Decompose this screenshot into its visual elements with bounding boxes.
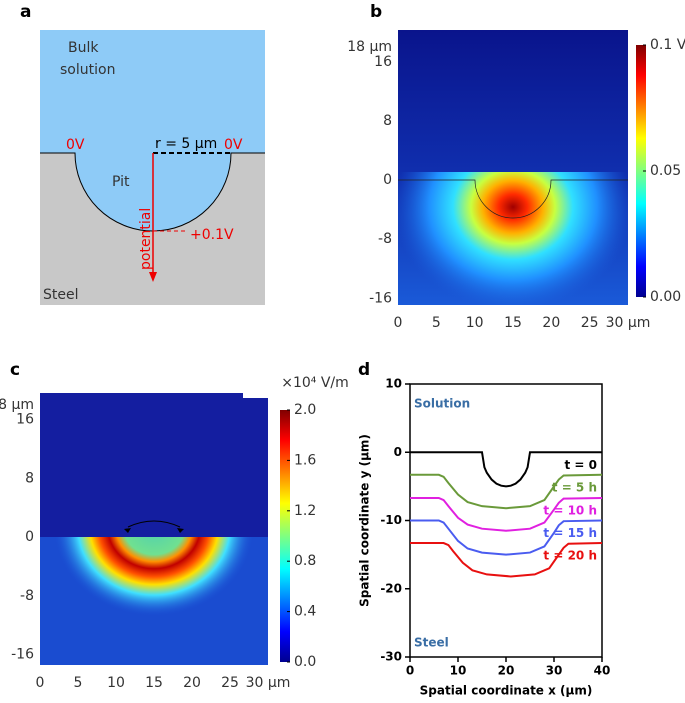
series-line — [410, 451, 602, 488]
field-c — [40, 393, 290, 665]
y-tick-label: 0 — [394, 445, 402, 459]
field-glow — [54, 537, 254, 625]
label: +0.1V — [190, 227, 234, 243]
colorbar-label: 1.6 — [294, 452, 316, 468]
x-tick-label: 30 µm — [606, 315, 651, 331]
pit-outline — [398, 179, 628, 219]
x-tick-label: 10 — [107, 675, 125, 691]
colorbar-label: 0.1 V — [650, 37, 685, 53]
colorbar-unit: ×10⁴ V/m — [281, 375, 349, 391]
y-tick-label: 10 — [385, 377, 402, 391]
x-tick-label: 10 — [466, 315, 484, 331]
x-tick-label: 5 — [432, 315, 441, 331]
panel-label: b — [370, 2, 382, 22]
y-axis-title: Spatial coordinate y (µm) — [358, 434, 372, 607]
x-axis-title: Spatial coordinate x (µm) — [420, 684, 593, 698]
arrow — [127, 520, 181, 528]
x-tick-label: 0 — [406, 664, 414, 678]
series-line — [410, 519, 603, 556]
label: Bulk — [68, 40, 99, 56]
x-tick-label: 10 — [450, 664, 467, 678]
panel-label: a — [20, 2, 31, 22]
series-line — [410, 542, 603, 578]
solution-region — [40, 30, 265, 153]
colorbar — [636, 45, 646, 297]
y-tick-label: -30 — [380, 650, 402, 664]
x-tick-label: 15 — [145, 675, 163, 691]
label: Steel — [43, 287, 79, 303]
panel-label: d — [358, 360, 370, 380]
x-tick-label: 20 — [542, 315, 560, 331]
label: 0V — [224, 137, 243, 153]
x-tick-label: 20 — [183, 675, 201, 691]
y-tick-label: 0 — [25, 529, 34, 545]
y-tick-label: -10 — [380, 513, 402, 527]
colorbar-label: 0.00 — [650, 289, 681, 305]
panel-a: a Bulk solution Pit Steel 0V 0V r = 5 µm… — [20, 2, 265, 305]
label: r = 5 µm — [155, 136, 217, 152]
x-tick-label: 25 — [581, 315, 599, 331]
y-tick-label: -8 — [20, 588, 34, 604]
y-tick-label: 0 — [383, 172, 392, 188]
colorbar-label: 0.05 — [650, 163, 681, 179]
colorbar — [280, 410, 290, 662]
annotation: Solution — [414, 397, 470, 411]
y-tick-label: 16 — [16, 411, 34, 427]
legend-label: t = 10 h — [543, 503, 597, 517]
x-tick-label: 25 — [221, 675, 239, 691]
label: solution — [60, 62, 115, 78]
label: Pit — [112, 174, 130, 190]
x-tick-label: 20 — [498, 664, 515, 678]
y-tick-label: 18 µm — [347, 39, 392, 55]
panel-label: c — [10, 360, 20, 380]
series-line — [410, 496, 603, 532]
legend-label: t = 5 h — [552, 480, 597, 494]
field-b — [398, 30, 646, 305]
label: potential — [138, 208, 154, 270]
arrow-head — [124, 528, 184, 533]
y-tick-label: 8 — [25, 470, 34, 486]
colorbar-label: 0.0 — [294, 654, 316, 670]
annotation: Steel — [414, 636, 449, 650]
y-tick-label: 16 — [374, 54, 392, 70]
y-tick-label: -16 — [11, 647, 34, 663]
label: 0V — [66, 137, 85, 153]
y-tick-label: 18 µm — [0, 397, 34, 413]
x-tick-label: 0 — [394, 315, 403, 331]
x-tick-label: 5 — [74, 675, 83, 691]
colorbar-label: 2.0 — [294, 402, 316, 418]
x-tick-label: 30 — [546, 664, 563, 678]
y-tick-label: -20 — [380, 581, 402, 595]
x-tick-label: 30 µm — [246, 675, 291, 691]
legend-label: t = 20 h — [543, 549, 597, 563]
y-tick-label: -16 — [369, 290, 392, 306]
field-glow — [398, 172, 628, 305]
arrow-head — [149, 272, 157, 282]
legend-label: t = 15 h — [543, 526, 597, 540]
legend-label: t = 0 — [565, 458, 598, 472]
colorbar-label: 1.2 — [294, 503, 316, 519]
x-tick-label: 0 — [36, 675, 45, 691]
notch — [243, 393, 268, 398]
x-tick-label: 40 — [594, 664, 611, 678]
series-line — [410, 473, 603, 510]
colorbar-label: 0.8 — [294, 553, 316, 569]
y-tick-label: -8 — [378, 231, 392, 247]
y-tick-label: 8 — [383, 113, 392, 129]
x-tick-label: 15 — [504, 315, 522, 331]
field — [40, 393, 268, 537]
colorbar-label: 0.4 — [294, 604, 316, 620]
